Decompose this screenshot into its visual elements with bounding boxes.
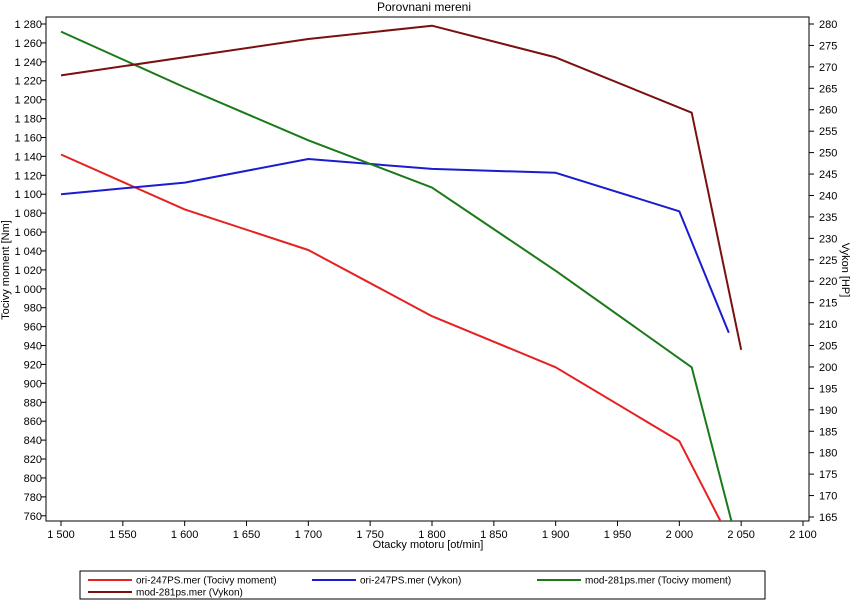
y-left-tick-label: 1 200 (14, 95, 42, 107)
y-left-tick-label: 1 240 (14, 57, 42, 69)
y-right-tick-label: 220 (819, 276, 837, 288)
y-right-tick-label: 275 (819, 40, 837, 52)
x-tick-label: 1 700 (295, 529, 323, 541)
series-line-2 (60, 158, 730, 334)
x-tick-label: 1 550 (109, 529, 137, 541)
x-tick-label: 1 500 (47, 529, 75, 541)
y-left-tick-label: 920 (24, 359, 42, 371)
y-axis-left: 760 780 800 820 840 860 880 900 920 940 960 980 1 00… (14, 19, 46, 523)
y-left-tick-label: 860 (24, 416, 42, 428)
x-tick-label: 1 850 (480, 529, 508, 541)
y-left-tick-label: 1 220 (14, 76, 42, 88)
y-right-tick-label: 200 (819, 362, 837, 374)
y-right-tick-label: 230 (819, 233, 837, 245)
y-axis-left-title: Tocivy moment [Nm] (0, 220, 12, 320)
legend-box (79, 570, 766, 600)
x-tick-label: 1 950 (604, 529, 632, 541)
y-right-tick-label: 250 (819, 148, 837, 160)
y-left-tick-label: 760 (24, 511, 42, 523)
series-line-4 (60, 24, 743, 351)
y-right-tick-label: 225 (819, 255, 837, 267)
y-left-tick-label: 960 (24, 322, 42, 334)
y-left-tick-label: 1 140 (14, 151, 42, 163)
series-lines (60, 24, 743, 521)
y-left-tick-label: 1 080 (14, 208, 42, 220)
y-right-tick-label: 185 (819, 426, 837, 438)
x-axis-title: Otacky motoru [ot/min] (373, 539, 484, 551)
y-left-tick-label: 1 280 (14, 19, 42, 31)
y-right-tick-label: 215 (819, 298, 837, 310)
y-right-tick-label: 195 (819, 383, 837, 395)
x-tick-label: 1 650 (233, 529, 261, 541)
x-axis: 1 500 1 550 1 600 1 650 1 700 1 750 1 800 1 850… (47, 521, 817, 541)
series-line-1 (60, 153, 722, 521)
legend-label: ori-247PS.mer (Vykon) (360, 576, 461, 587)
legend-label: mod-281ps.mer (Tocivy moment) (585, 576, 731, 587)
y-right-tick-label: 270 (819, 62, 837, 74)
y-right-tick-label: 240 (819, 190, 837, 202)
x-tick-label: 2 000 (666, 529, 694, 541)
y-left-tick-label: 980 (24, 303, 42, 315)
x-tick-label: 1 900 (542, 529, 570, 541)
chart-title: Porovnani mereni (377, 0, 471, 14)
y-right-tick-label: 170 (819, 491, 837, 503)
plot-area (45, 16, 810, 522)
y-right-tick-label: 175 (819, 469, 837, 481)
y-right-tick-label: 280 (819, 19, 837, 31)
legend-label: mod-281ps.mer (Vykon) (136, 588, 243, 599)
y-axis-right: 165 170 175 180 185 190 195 200 205 210 215 220 225 2… (809, 19, 837, 524)
y-left-tick-label: 1 120 (14, 170, 42, 182)
y-right-tick-label: 210 (819, 319, 837, 331)
x-tick-label: 1 750 (356, 529, 384, 541)
y-left-tick-label: 1 260 (14, 38, 42, 50)
y-left-tick-label: 800 (24, 473, 42, 485)
x-tick-label: 2 050 (727, 529, 755, 541)
legend-label: ori-247PS.mer (Tocivy moment) (136, 576, 277, 587)
y-right-tick-label: 235 (819, 212, 837, 224)
x-tick-label: 1 800 (418, 529, 446, 541)
y-left-tick-label: 1 160 (14, 132, 42, 144)
y-left-tick-label: 840 (24, 435, 42, 447)
y-left-tick-label: 820 (24, 454, 42, 466)
x-tick-label: 2 100 (789, 529, 817, 541)
y-left-tick-label: 1 100 (14, 189, 42, 201)
y-right-tick-label: 165 (819, 512, 837, 524)
y-left-tick-label: 1 040 (14, 246, 42, 258)
y-left-tick-label: 1 180 (14, 114, 42, 126)
y-axis-right-title: Vykon [HP] (839, 243, 850, 298)
y-right-tick-label: 245 (819, 169, 837, 181)
y-left-tick-label: 780 (24, 492, 42, 504)
legend: ori-247PS.mer (Tocivy moment) ori-247PS.m… (88, 576, 731, 599)
y-left-tick-label: 940 (24, 341, 42, 353)
y-left-tick-label: 900 (24, 378, 42, 390)
y-right-tick-label: 205 (819, 341, 837, 353)
y-right-tick-label: 180 (819, 448, 837, 460)
y-left-tick-label: 1 020 (14, 265, 42, 277)
y-right-tick-label: 265 (819, 83, 837, 95)
y-right-tick-label: 260 (819, 105, 837, 117)
y-left-tick-label: 1 000 (14, 284, 42, 296)
y-right-tick-label: 255 (819, 126, 837, 138)
series-line-3 (60, 30, 733, 521)
y-left-tick-label: 1 060 (14, 227, 42, 239)
x-tick-label: 1 600 (171, 529, 199, 541)
y-left-tick-label: 880 (24, 397, 42, 409)
y-right-tick-label: 190 (819, 405, 837, 417)
